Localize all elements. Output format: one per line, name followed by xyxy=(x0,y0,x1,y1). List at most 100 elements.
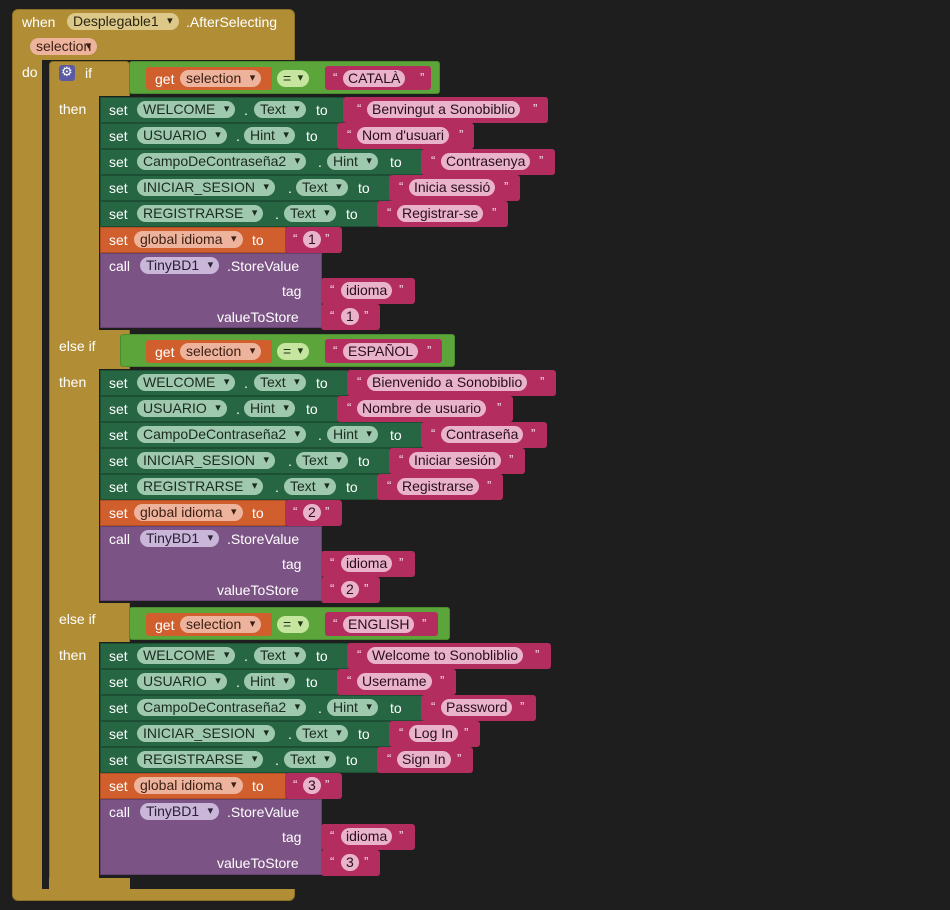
text-value[interactable]: Benvingut a Sonobiblio xyxy=(367,101,521,118)
text-value[interactable]: Nombre de usuario xyxy=(357,400,487,417)
quote-close: ” xyxy=(457,751,462,766)
text-value[interactable]: idioma xyxy=(341,282,393,299)
text-value[interactable]: Contraseña xyxy=(441,426,524,443)
property-dropdown[interactable]: Text xyxy=(284,205,336,222)
quote-open: “ xyxy=(347,673,352,688)
component-dropdown[interactable]: REGISTRARSE xyxy=(137,478,264,495)
text-value[interactable]: 1 xyxy=(341,308,359,325)
text-value[interactable]: Welcome to Sonobliblio xyxy=(367,647,524,664)
property-dropdown[interactable]: Text xyxy=(284,751,336,768)
quote-open: “ xyxy=(330,828,335,843)
text-value[interactable]: Bienvenido a Sonobiblio xyxy=(367,374,528,391)
property-dropdown[interactable]: Text xyxy=(254,101,306,118)
component-dropdown[interactable]: USUARIO xyxy=(137,127,227,144)
to-label: to xyxy=(316,648,328,664)
set-label: set xyxy=(109,505,128,521)
property-dropdown[interactable]: Text xyxy=(296,725,348,742)
quote-open: “ xyxy=(347,127,352,142)
component-dropdown[interactable]: CampoDeContraseña2 xyxy=(137,153,307,170)
property-dropdown[interactable]: Hint xyxy=(244,127,295,144)
to-label: to xyxy=(316,375,328,391)
quote-open: “ xyxy=(357,647,362,662)
tinydb-dropdown[interactable]: TinyBD1 xyxy=(140,803,220,820)
text-value[interactable]: 2 xyxy=(341,581,359,598)
text-value[interactable]: 3 xyxy=(303,777,321,794)
quote-open: “ xyxy=(399,452,404,467)
then-label-1: then xyxy=(59,101,87,117)
property-dropdown[interactable]: Hint xyxy=(244,400,295,417)
eq-dropdown[interactable]: = xyxy=(277,343,310,360)
text-value[interactable]: 2 xyxy=(303,504,321,521)
get-var-dropdown[interactable]: selection xyxy=(180,343,262,360)
property-dropdown[interactable]: Text xyxy=(254,647,306,664)
property-dropdown[interactable]: Hint xyxy=(327,153,378,170)
then-label-3: then xyxy=(59,647,87,663)
global-var-dropdown[interactable]: global idioma xyxy=(134,231,243,248)
component-dropdown[interactable]: REGISTRARSE xyxy=(137,205,264,222)
text-value-match[interactable]: ESPAÑOL xyxy=(343,343,419,360)
property-dropdown[interactable]: Text xyxy=(254,374,306,391)
component-dropdown[interactable]: WELCOME xyxy=(137,101,236,118)
param-selection[interactable]: selection xyxy=(30,38,98,55)
dot-label: . xyxy=(244,102,248,118)
text-value[interactable]: Sign In xyxy=(397,751,451,768)
text-value[interactable]: Nom d'usuari xyxy=(357,127,450,144)
text-value[interactable]: Password xyxy=(441,699,513,716)
component-dropdown[interactable]: INICIAR_SESION xyxy=(137,725,276,742)
quote-close: ” xyxy=(497,400,502,415)
text-value[interactable]: idioma xyxy=(341,555,393,572)
quote-open: “ xyxy=(293,504,298,519)
component-dropdown[interactable]: INICIAR_SESION xyxy=(137,179,276,196)
property-dropdown[interactable]: Text xyxy=(296,179,348,196)
store-value-label: .StoreValue xyxy=(227,258,300,274)
to-label: to xyxy=(358,453,370,469)
text-value[interactable]: Registrarse xyxy=(397,478,479,495)
component-dropdown[interactable]: USUARIO xyxy=(137,400,227,417)
eq-dropdown[interactable]: = xyxy=(277,70,310,87)
text-value[interactable]: Registrar-se xyxy=(397,205,484,222)
eq-dropdown[interactable]: = xyxy=(277,616,310,633)
component-dropdown[interactable]: INICIAR_SESION xyxy=(137,452,276,469)
text-value[interactable]: Username xyxy=(357,673,432,690)
component-dropdown[interactable]: CampoDeContraseña2 xyxy=(137,426,307,443)
global-var-dropdown[interactable]: global idioma xyxy=(134,777,243,794)
text-value-match[interactable]: ENGLISH xyxy=(343,616,415,633)
property-dropdown[interactable]: Hint xyxy=(244,673,295,690)
dot-label: . xyxy=(275,752,279,768)
property-dropdown[interactable]: Hint xyxy=(327,426,378,443)
component-dropdown[interactable]: WELCOME xyxy=(137,647,236,664)
to-label: to xyxy=(252,232,264,248)
global-var-dropdown[interactable]: global idioma xyxy=(134,504,243,521)
get-var-dropdown[interactable]: selection xyxy=(180,70,262,87)
component-dropdown[interactable]: CampoDeContraseña2 xyxy=(137,699,307,716)
dot-label: . xyxy=(318,154,322,170)
quote-open: “ xyxy=(399,179,404,194)
dot-label: . xyxy=(244,648,248,664)
text-value[interactable]: Inicia sessió xyxy=(409,179,496,196)
set-label: set xyxy=(109,180,128,196)
text-value[interactable]: Iniciar sesión xyxy=(409,452,501,469)
quote-open: “ xyxy=(387,205,392,220)
quote-open: “ xyxy=(357,374,362,389)
mutator-button[interactable]: ⚙ xyxy=(59,64,75,81)
text-value[interactable]: Contrasenya xyxy=(441,153,531,170)
then-label-2: then xyxy=(59,374,87,390)
component-dropdown[interactable]: REGISTRARSE xyxy=(137,751,264,768)
text-value[interactable]: 1 xyxy=(303,231,321,248)
property-dropdown[interactable]: Hint xyxy=(327,699,378,716)
tinydb-dropdown[interactable]: TinyBD1 xyxy=(140,257,220,274)
to-label: to xyxy=(346,479,358,495)
text-value[interactable]: idioma xyxy=(341,828,393,845)
get-var-dropdown[interactable]: selection xyxy=(180,616,262,633)
property-dropdown[interactable]: Text xyxy=(296,452,348,469)
quote-open: “ xyxy=(357,101,362,116)
tinydb-dropdown[interactable]: TinyBD1 xyxy=(140,530,220,547)
text-value-match[interactable]: CATALÀ xyxy=(343,70,406,87)
quote-close: ” xyxy=(487,478,492,493)
component-dropdown[interactable]: WELCOME xyxy=(137,374,236,391)
property-dropdown[interactable]: Text xyxy=(284,478,336,495)
text-value[interactable]: Log In xyxy=(409,725,458,742)
component-dropdown[interactable]: Desplegable1 xyxy=(67,13,179,30)
component-dropdown[interactable]: USUARIO xyxy=(137,673,227,690)
text-value[interactable]: 3 xyxy=(341,854,359,871)
